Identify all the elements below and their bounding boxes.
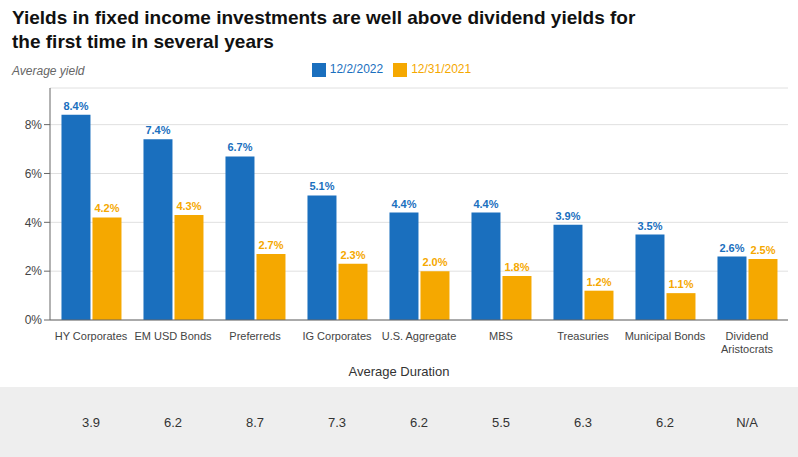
svg-text:2%: 2% bbox=[25, 264, 43, 278]
html-text:8.7: 8.7 bbox=[246, 414, 264, 430]
svg-text:EM USD Bonds: EM USD Bonds bbox=[134, 330, 212, 342]
svg-text:6.7%: 6.7% bbox=[227, 141, 252, 153]
svg-text:U.S. Aggregate: U.S. Aggregate bbox=[382, 330, 457, 342]
svg-text:6%: 6% bbox=[25, 167, 43, 181]
html-text:the first time in several year: the first time in several years bbox=[12, 31, 274, 52]
svg-text:2.6%: 2.6% bbox=[719, 242, 744, 254]
svg-text:7.4%: 7.4% bbox=[145, 124, 170, 136]
svg-text:2.5%: 2.5% bbox=[750, 244, 775, 256]
html-text:Average yield: Average yield bbox=[12, 64, 85, 78]
svg-text:8%: 8% bbox=[25, 118, 43, 132]
svg-text:2.0%: 2.0% bbox=[422, 256, 447, 268]
html-text:3.9: 3.9 bbox=[82, 414, 100, 430]
svg-text:HY Corporates: HY Corporates bbox=[55, 330, 128, 342]
html-text:5.5: 5.5 bbox=[492, 414, 510, 430]
svg-text:4.4%: 4.4% bbox=[391, 198, 416, 210]
svg-text:MBS: MBS bbox=[489, 330, 513, 342]
svg-text:1.2%: 1.2% bbox=[586, 276, 611, 288]
html-text:Yields in fixed income investm: Yields in fixed income investments are w… bbox=[12, 7, 636, 28]
svg-text:IG Corporates: IG Corporates bbox=[302, 330, 372, 342]
html-text:7.3: 7.3 bbox=[328, 414, 346, 430]
svg-text:8.4%: 8.4% bbox=[63, 100, 88, 112]
svg-text:Treasuries: Treasuries bbox=[557, 330, 609, 342]
html-text:6.2: 6.2 bbox=[164, 414, 182, 430]
svg-text:3.5%: 3.5% bbox=[637, 220, 662, 232]
svg-text:2.3%: 2.3% bbox=[340, 249, 365, 261]
html-text:N/A: N/A bbox=[736, 414, 758, 430]
svg-text:5.1%: 5.1% bbox=[309, 180, 334, 192]
svg-text:DividendAristocrats: DividendAristocrats bbox=[721, 330, 773, 355]
svg-text:1.1%: 1.1% bbox=[668, 278, 693, 290]
svg-text:0%: 0% bbox=[25, 313, 43, 327]
html-text:6.2: 6.2 bbox=[656, 414, 674, 430]
html-text:12/2/2022: 12/2/2022 bbox=[329, 62, 384, 76]
svg-text:4%: 4% bbox=[25, 216, 43, 230]
svg-text:4.3%: 4.3% bbox=[176, 200, 201, 212]
svg-text:2.7%: 2.7% bbox=[258, 239, 283, 251]
svg-text:3.9%: 3.9% bbox=[555, 210, 580, 222]
html-text:6.2: 6.2 bbox=[410, 414, 428, 430]
html-text:Average Duration: Average Duration bbox=[348, 364, 450, 379]
html-text:6.3: 6.3 bbox=[574, 414, 592, 430]
svg-text:4.4%: 4.4% bbox=[473, 198, 498, 210]
svg-text:Municipal Bonds: Municipal Bonds bbox=[625, 330, 706, 342]
svg-text:Preferreds: Preferreds bbox=[229, 330, 281, 342]
svg-text:1.8%: 1.8% bbox=[504, 261, 529, 273]
svg-text:4.2%: 4.2% bbox=[94, 202, 119, 214]
html-text:12/31/2021: 12/31/2021 bbox=[411, 62, 472, 76]
